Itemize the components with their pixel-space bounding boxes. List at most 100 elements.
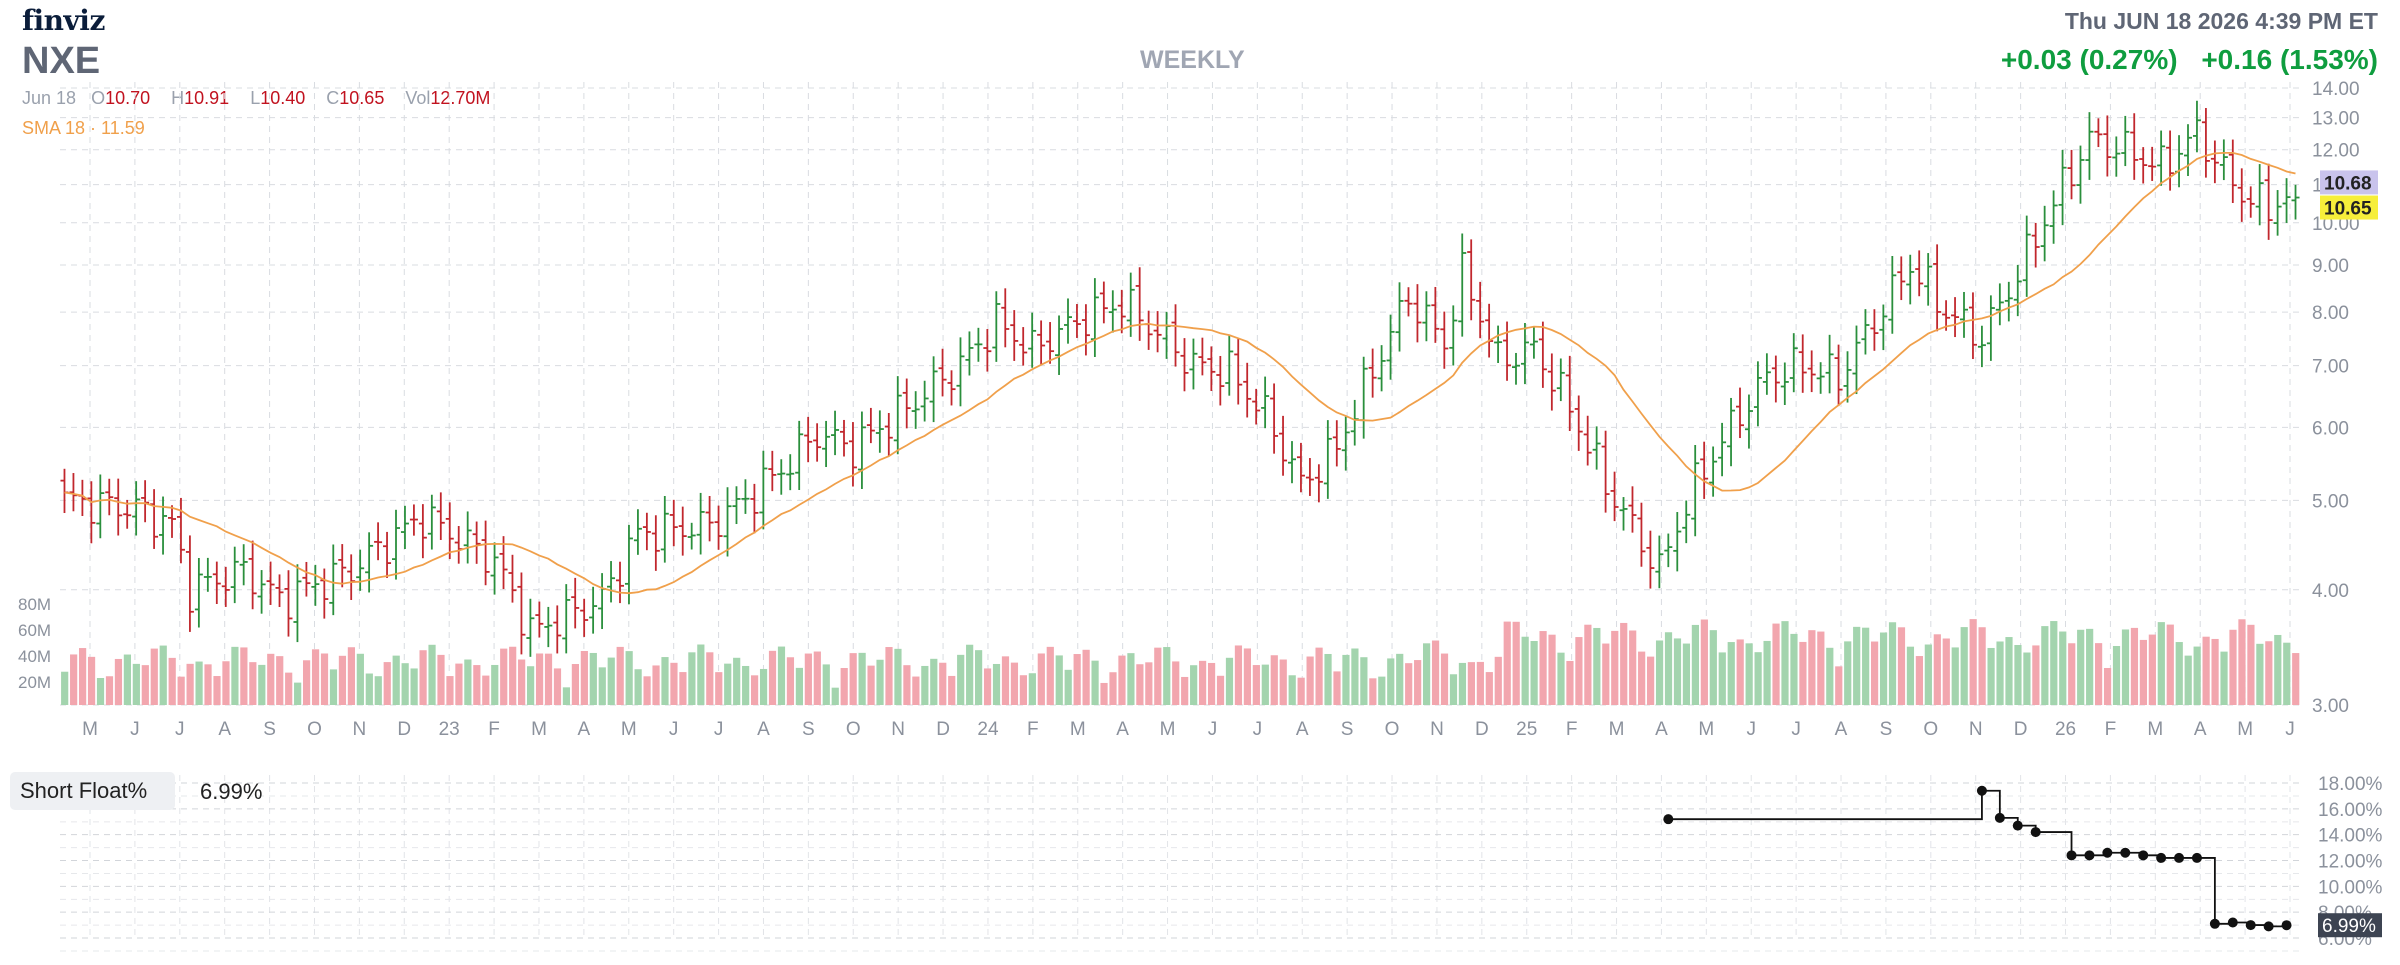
volume-bar bbox=[195, 661, 203, 705]
ohlc-date: Jun 18 bbox=[22, 88, 77, 108]
volume-bar bbox=[2148, 634, 2156, 705]
volume-bar bbox=[1539, 631, 1547, 705]
volume-bar bbox=[2103, 667, 2112, 705]
price-tick-label: 4.00 bbox=[2312, 581, 2349, 602]
time-tick-label: O bbox=[307, 719, 322, 740]
short-float-point bbox=[1663, 814, 1674, 825]
volume-bar bbox=[1655, 640, 1664, 705]
volume-bar bbox=[867, 665, 875, 705]
volume-bar bbox=[1494, 656, 1502, 705]
finviz-logo[interactable]: finviz bbox=[22, 4, 105, 37]
volume-bar bbox=[365, 673, 373, 705]
volume-bar bbox=[1064, 669, 1072, 705]
volume-bar bbox=[544, 653, 553, 705]
volume-bar bbox=[2023, 652, 2031, 705]
volume-bar bbox=[2095, 643, 2103, 705]
volume-bar bbox=[1942, 638, 1950, 705]
volume-bar bbox=[1109, 672, 1117, 705]
volume-bar bbox=[697, 644, 705, 705]
high-value: 10.91 bbox=[184, 88, 230, 108]
volume-bar bbox=[1799, 641, 1807, 705]
volume-bar bbox=[410, 668, 418, 705]
volume-bar bbox=[455, 663, 463, 705]
volume-tick-label: 20M bbox=[18, 673, 51, 692]
volume-bar bbox=[715, 672, 723, 705]
short-tick-label: 10.00% bbox=[2318, 877, 2383, 898]
time-tick-label: J bbox=[669, 719, 679, 740]
volume-bar bbox=[87, 656, 96, 705]
volume-bar bbox=[1629, 630, 1637, 705]
volume-bar bbox=[885, 647, 893, 705]
volume-bar bbox=[2184, 655, 2192, 705]
time-tick-label: J bbox=[130, 719, 140, 740]
volume-bar bbox=[1871, 641, 1879, 705]
quote-datetime: Thu JUN 18 2026 4:39 PM ET bbox=[2064, 8, 2378, 34]
prev-close-badge bbox=[2320, 170, 2378, 195]
volume-bar bbox=[1754, 652, 1762, 705]
volume-bar bbox=[1019, 675, 1027, 705]
short-tick-label: 18.00% bbox=[2318, 774, 2383, 795]
volume-bar bbox=[1028, 673, 1036, 705]
volume-bar bbox=[1082, 649, 1090, 705]
volume-bar bbox=[553, 668, 562, 705]
time-tick-label: A bbox=[1655, 719, 1668, 740]
volume-bar bbox=[1862, 627, 1870, 705]
time-tick-label: J bbox=[175, 719, 185, 740]
volume-bar bbox=[2211, 638, 2219, 705]
volume-bar bbox=[1118, 655, 1126, 705]
volume-bar bbox=[1727, 642, 1735, 705]
volume-bar bbox=[383, 662, 391, 705]
volume-bar bbox=[1951, 647, 1959, 705]
volume-bar bbox=[1763, 640, 1771, 705]
time-tick-label: J bbox=[2285, 719, 2295, 740]
time-tick-label: M bbox=[1698, 719, 1714, 740]
volume-bar bbox=[777, 646, 786, 705]
short-float-label[interactable]: Short Float% bbox=[10, 772, 175, 810]
time-tick-label: A bbox=[578, 719, 591, 740]
time-tick-label: N bbox=[1430, 719, 1444, 740]
volume-bar bbox=[2220, 651, 2228, 705]
time-tick-label: S bbox=[263, 719, 276, 740]
time-tick-label: D bbox=[936, 719, 950, 740]
volume-bar bbox=[1664, 632, 1673, 705]
volume-bar bbox=[258, 664, 266, 705]
volume-bar bbox=[1673, 638, 1682, 705]
time-tick-label: A bbox=[218, 719, 231, 740]
volume-bar bbox=[580, 651, 588, 705]
price-tick-label: 14.00 bbox=[2312, 79, 2360, 100]
volume-bar bbox=[1297, 677, 1305, 705]
volume-bar bbox=[500, 648, 508, 705]
volume-bar bbox=[1844, 641, 1852, 705]
volume-bar bbox=[1602, 643, 1610, 705]
short-tick-label: 16.00% bbox=[2318, 800, 2383, 821]
time-tick-label: 25 bbox=[1516, 719, 1537, 740]
short-float-point bbox=[2084, 850, 2095, 861]
short-float-point bbox=[2191, 852, 2202, 863]
volume-bar bbox=[1933, 634, 1941, 705]
volume-bar bbox=[1485, 672, 1493, 705]
volume-bar bbox=[527, 666, 535, 705]
volume-bar bbox=[1924, 644, 1932, 705]
short-float-point bbox=[2281, 920, 2292, 931]
volume-bar bbox=[1145, 662, 1153, 705]
volume-bar bbox=[1199, 660, 1207, 705]
volume-bar bbox=[1181, 676, 1189, 705]
volume-bar bbox=[1835, 666, 1843, 705]
sma-legend: SMA 18 · 11.59 bbox=[22, 118, 145, 138]
high-label: H bbox=[171, 88, 185, 108]
volume-bar bbox=[419, 650, 427, 705]
volume-bar bbox=[1987, 647, 1995, 705]
time-tick-label: S bbox=[1341, 719, 1354, 740]
volume-bar bbox=[329, 669, 338, 705]
vol-value: 12.70M bbox=[430, 88, 491, 108]
time-tick-label: J bbox=[1253, 719, 1263, 740]
volume-bar bbox=[1530, 641, 1538, 705]
volume-bar bbox=[2229, 629, 2237, 705]
volume-bar bbox=[1700, 619, 1708, 705]
volume-bar bbox=[1037, 653, 1045, 705]
volume-bar bbox=[276, 656, 284, 705]
volume-bar bbox=[1279, 659, 1287, 705]
volume-bar bbox=[1575, 637, 1583, 705]
price-tick-label: 7.00 bbox=[2312, 357, 2349, 378]
